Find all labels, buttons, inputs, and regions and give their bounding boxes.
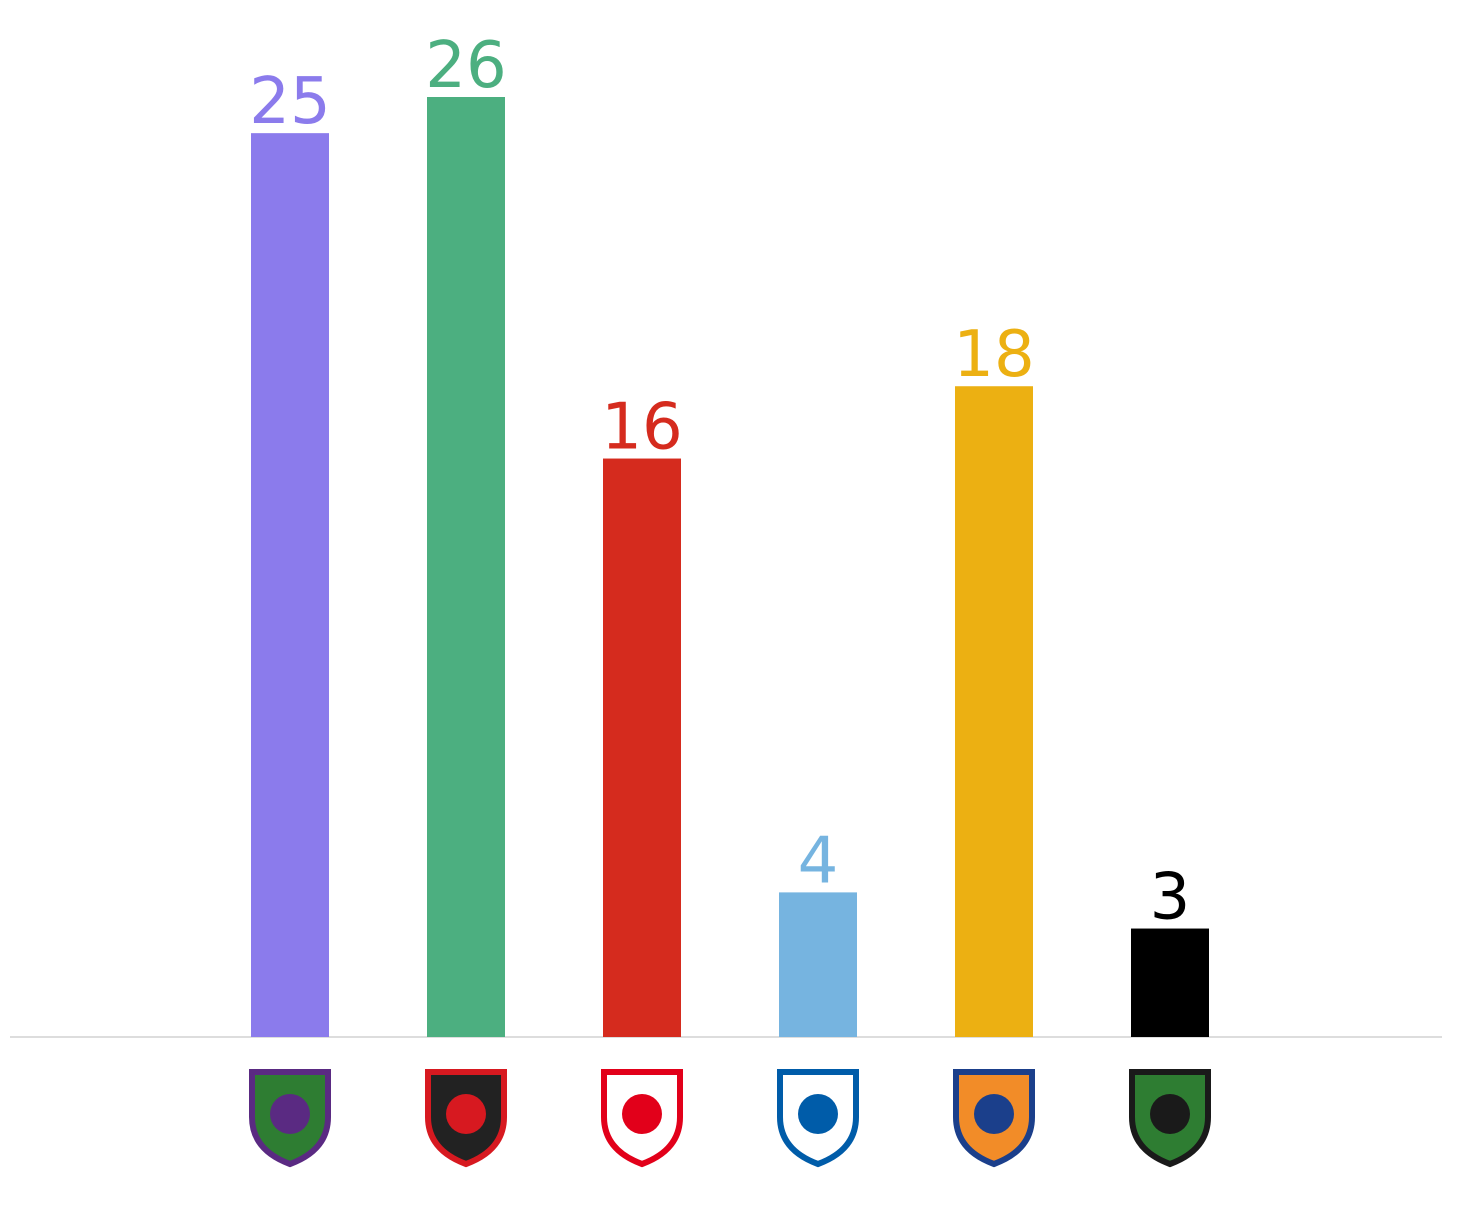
crest-emblem xyxy=(798,1094,838,1134)
value-label: 3 xyxy=(1150,861,1191,935)
crest-emblem xyxy=(270,1094,310,1134)
bar xyxy=(955,386,1033,1037)
team-crest xyxy=(425,1069,507,1168)
team-crest xyxy=(249,1069,331,1168)
team-crest xyxy=(953,1069,1035,1168)
value-label: 4 xyxy=(798,824,839,898)
bar xyxy=(251,133,329,1038)
crest-emblem xyxy=(446,1094,486,1134)
bar xyxy=(427,97,505,1037)
bar xyxy=(603,458,681,1037)
team-crest xyxy=(601,1069,683,1168)
value-label: 16 xyxy=(601,391,682,465)
value-label: 25 xyxy=(249,65,330,139)
bar xyxy=(1131,928,1209,1037)
value-label: 26 xyxy=(425,29,506,103)
crest-emblem xyxy=(622,1094,662,1134)
value-label: 18 xyxy=(953,318,1034,392)
team-crest xyxy=(777,1069,859,1168)
bar xyxy=(779,892,857,1037)
crest-emblem xyxy=(1150,1094,1190,1134)
crest-emblem xyxy=(974,1094,1014,1134)
team-crest xyxy=(1129,1069,1211,1168)
